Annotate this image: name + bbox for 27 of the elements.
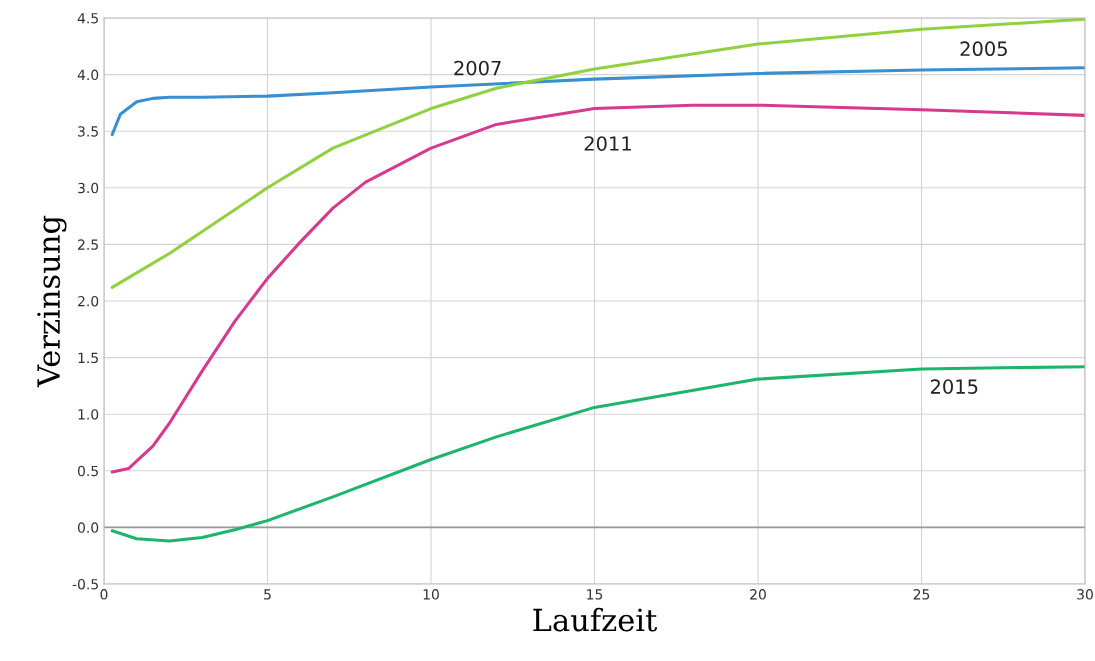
y-tick-label: -0.5 bbox=[72, 578, 98, 590]
x-tick-label: 0 bbox=[100, 589, 108, 600]
series-label: 2011 bbox=[584, 136, 631, 151]
y-tick-label: 1.5 bbox=[78, 352, 98, 364]
line-series bbox=[110, 365, 1085, 543]
y-tick-label: 1.0 bbox=[78, 409, 99, 420]
series-label: 2007 bbox=[454, 60, 501, 76]
x-tick-label: 15 bbox=[587, 589, 603, 600]
y-tick-label: 3.5 bbox=[78, 126, 98, 137]
x-tick-label: 25 bbox=[913, 589, 930, 600]
line-series bbox=[110, 18, 1085, 289]
x-axis-title: Laufzeit bbox=[533, 607, 658, 632]
x-tick-label: 20 bbox=[750, 589, 766, 600]
y-tick-label: 4.5 bbox=[77, 13, 98, 24]
y-tick-label: 4.0 bbox=[77, 69, 99, 81]
y-tick-label: 0.5 bbox=[77, 465, 98, 477]
y-tick-label: 2.0 bbox=[78, 295, 99, 307]
x-tick-label: 10 bbox=[423, 589, 439, 600]
y-tick-label: 0.0 bbox=[77, 522, 99, 533]
x-tick-label: 30 bbox=[1077, 589, 1093, 600]
y-axis-title: Verzinsung bbox=[37, 215, 67, 388]
line-series bbox=[110, 103, 1085, 474]
series-label: 2015 bbox=[930, 379, 978, 394]
y-tick-label: 2.5 bbox=[78, 239, 98, 250]
series-label: 2005 bbox=[960, 41, 1007, 57]
y-tick-label: 3.0 bbox=[78, 182, 99, 194]
x-tick-label: 5 bbox=[264, 589, 271, 600]
